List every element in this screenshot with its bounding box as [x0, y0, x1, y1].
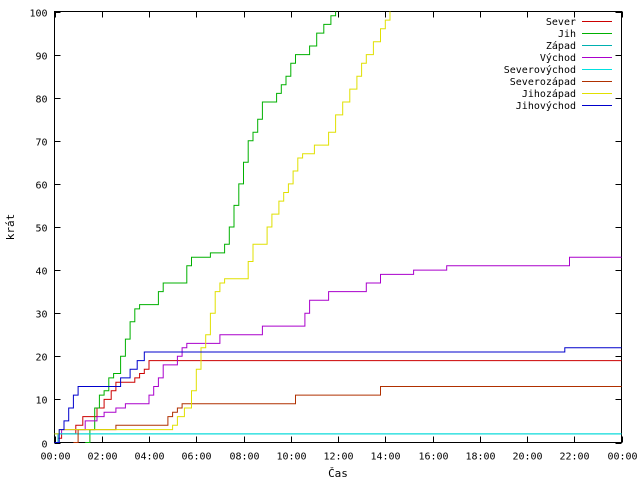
x-tick-label: 00:00	[607, 452, 637, 463]
x-axis-label: Čas	[328, 467, 348, 480]
y-tick-label: 90	[35, 52, 47, 63]
legend-label-vychod: Východ	[540, 52, 576, 64]
x-tick-label: 16:00	[418, 452, 448, 463]
x-tick-label: 22:00	[559, 452, 589, 463]
legend-label-jih: Jih	[558, 29, 576, 40]
axis-ticks: 0 10 20 30 40 50 60 70 80 90 100 00:00 02:00 04:00 06:…	[29, 9, 637, 463]
legend-label-severovychod: Severovýchod	[504, 64, 576, 76]
x-tick-label: 18:00	[465, 452, 495, 463]
x-tick-label: 02:00	[87, 452, 117, 463]
legend-label-severozapad: Severozápad	[510, 76, 576, 88]
x-tick-label: 06:00	[181, 452, 211, 463]
series-line-sever	[54, 360, 622, 443]
y-tick-label: 100	[29, 9, 47, 20]
y-tick-label: 0	[41, 440, 47, 451]
series-layer	[54, 11, 622, 443]
y-tick-label: 50	[35, 224, 47, 235]
x-tick-label: 10:00	[276, 452, 306, 463]
legend-label-jihovychod: Jihovýchod	[516, 100, 576, 112]
series-line-jih	[85, 11, 337, 443]
y-tick-label: 80	[35, 95, 47, 106]
x-tick-label: 14:00	[370, 452, 400, 463]
y-tick-label: 40	[35, 267, 47, 278]
x-tick-label: 08:00	[229, 452, 259, 463]
series-line-jihovychod	[54, 347, 622, 443]
legend-label-zapad: Západ	[546, 40, 576, 52]
x-tick-label: 00:00	[40, 452, 70, 463]
y-tick-label: 60	[35, 181, 47, 192]
legend-label-sever: Sever	[546, 17, 576, 28]
legend: SeverJihZápadVýchodSeverovýchodSeverozáp…	[504, 17, 612, 112]
y-tick-label: 20	[35, 353, 47, 364]
x-tick-label: 12:00	[323, 452, 353, 463]
series-line-vychod	[54, 256, 622, 435]
y-tick-label: 30	[35, 310, 47, 321]
x-tick-label: 04:00	[134, 452, 164, 463]
legend-label-jihozapad: Jihozápad	[522, 88, 576, 100]
y-axis-label: krát	[4, 214, 17, 241]
x-tick-label: 20:00	[512, 452, 542, 463]
series-line-jihozapad	[54, 11, 391, 435]
y-tick-label: 70	[35, 138, 47, 149]
y-tick-label: 10	[35, 396, 47, 407]
